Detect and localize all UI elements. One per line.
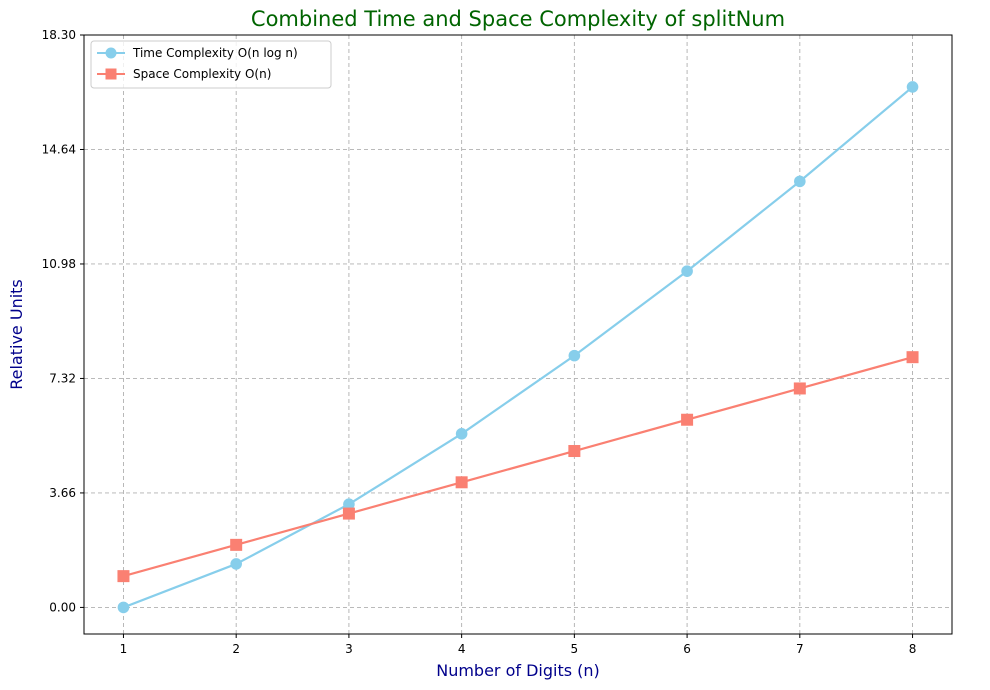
plot-frame (83, 34, 953, 635)
y-tick-label: 3.66 (49, 486, 76, 500)
data-point-circle (906, 81, 919, 93)
y-tick-label: 0.00 (49, 600, 76, 614)
data-point-circle (455, 428, 468, 440)
data-point-square (906, 351, 919, 364)
legend-marker-circle (105, 47, 117, 59)
data-point-square (568, 445, 581, 458)
legend-label-time: Time Complexity O(n log n) (132, 46, 298, 60)
data-point-circle (681, 265, 693, 277)
data-point-square (793, 382, 806, 395)
data-point-square (342, 507, 355, 520)
data-point-circle (230, 558, 242, 570)
series-line (123, 356, 913, 578)
legend: Time Complexity O(n log n) Space Complex… (90, 40, 332, 89)
data-point-square (681, 413, 694, 426)
series-line (123, 86, 914, 609)
x-tick-label: 3 (345, 642, 353, 656)
y-tick-label: 14.64 (42, 142, 76, 156)
legend-marker-square (105, 68, 117, 80)
data-point-square (455, 476, 468, 489)
grid (84, 35, 952, 634)
data-point-square (117, 570, 130, 583)
data-point-circle (568, 349, 581, 362)
x-tick-label: 5 (571, 642, 579, 656)
x-tick-label: 6 (683, 642, 691, 656)
x-tick-label: 1 (120, 642, 128, 656)
y-axis-ticks: 0.00 3.66 7.32 10.98 14.64 18.30 (42, 28, 84, 614)
data-point-circle (343, 498, 355, 510)
legend-entry-time: Time Complexity O(n log n) (97, 46, 298, 60)
legend-entry-space: Space Complexity O(n) (97, 67, 271, 81)
series-layer (117, 81, 919, 614)
data-point-square (230, 538, 243, 551)
y-tick-label: 7.32 (49, 371, 76, 385)
series-space-complexity (117, 351, 919, 583)
x-axis-label: Number of Digits (n) (436, 661, 600, 680)
x-tick-label: 7 (796, 642, 804, 656)
legend-box (90, 40, 332, 89)
series-time-complexity (117, 81, 919, 614)
chart-title: Combined Time and Space Complexity of sp… (251, 7, 785, 31)
y-tick-label: 10.98 (42, 257, 76, 271)
x-tick-label: 8 (909, 642, 917, 656)
x-axis-ticks: 1 2 3 4 5 6 7 8 (120, 634, 917, 656)
y-tick-label: 18.30 (42, 28, 76, 42)
x-tick-label: 2 (232, 642, 240, 656)
x-tick-label: 4 (458, 642, 466, 656)
legend-label-space: Space Complexity O(n) (133, 67, 271, 81)
y-axis-label: Relative Units (7, 279, 26, 390)
data-point-circle (117, 601, 130, 614)
data-point-circle (794, 175, 806, 188)
